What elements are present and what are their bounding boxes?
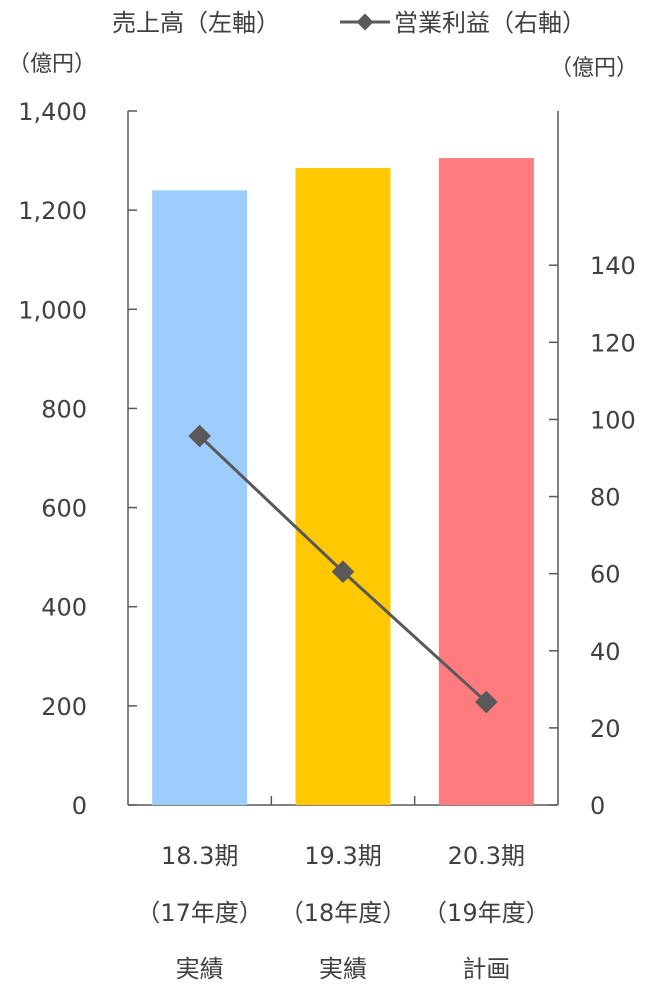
profit-marker [331,560,355,584]
left-axis-unit: （億円） [8,52,96,77]
left-tick-label: 200 [41,693,87,721]
x-axis-ticks [270,796,416,805]
right-axis-ticks: 0 20 40 60 80 100 120 140 [549,252,636,820]
x-category-label: 実績 [319,955,367,983]
bar [295,168,391,805]
right-axis-unit: （億円） [550,56,638,81]
legend-label-profit: 営業利益（右軸） [394,9,586,37]
x-category-label: （19年度） [423,899,550,927]
left-tick-label: 800 [41,395,87,423]
left-tick-label: 1,400 [18,98,87,126]
x-category-label: 18.3期 [161,842,238,870]
profit-marker [475,690,498,714]
left-tick-label: 1,000 [18,296,87,324]
right-tick-label: 20 [590,715,621,743]
right-tick-label: 140 [590,252,636,280]
legend-diamond-marker [356,13,374,31]
right-tick-label: 0 [590,792,605,820]
x-category-label: （18年度） [280,899,407,927]
x-category-label: 19.3期 [304,842,381,870]
right-tick-label: 120 [590,329,636,357]
x-axis-labels: 18.3期 （17年度） 実績 19.3期 （18年度） 実績 20.3期 （19年度） 計画 [136,842,549,983]
right-tick-label: 60 [590,561,621,589]
bar [152,190,248,806]
left-tick-label: 1,200 [18,197,87,225]
left-tick-label: 600 [41,495,87,523]
bar-series [152,158,534,806]
left-axis-ticks: 0 200 400 600 800 1,000 1,200 1,400 [18,98,137,820]
x-category-label: 実績 [176,955,224,983]
right-tick-label: 40 [590,638,621,666]
x-category-label: （17年度） [136,899,263,927]
legend-label-sales: 売上高（左軸） [112,9,280,37]
x-category-label: 20.3期 [448,842,525,870]
right-tick-label: 100 [590,406,636,434]
left-tick-label: 400 [41,594,87,622]
x-category-label: 計画 [462,955,510,983]
legend: 売上高（左軸） 営業利益（右軸） [112,9,586,37]
left-tick-label: 0 [72,792,87,820]
right-tick-label: 80 [590,484,621,512]
